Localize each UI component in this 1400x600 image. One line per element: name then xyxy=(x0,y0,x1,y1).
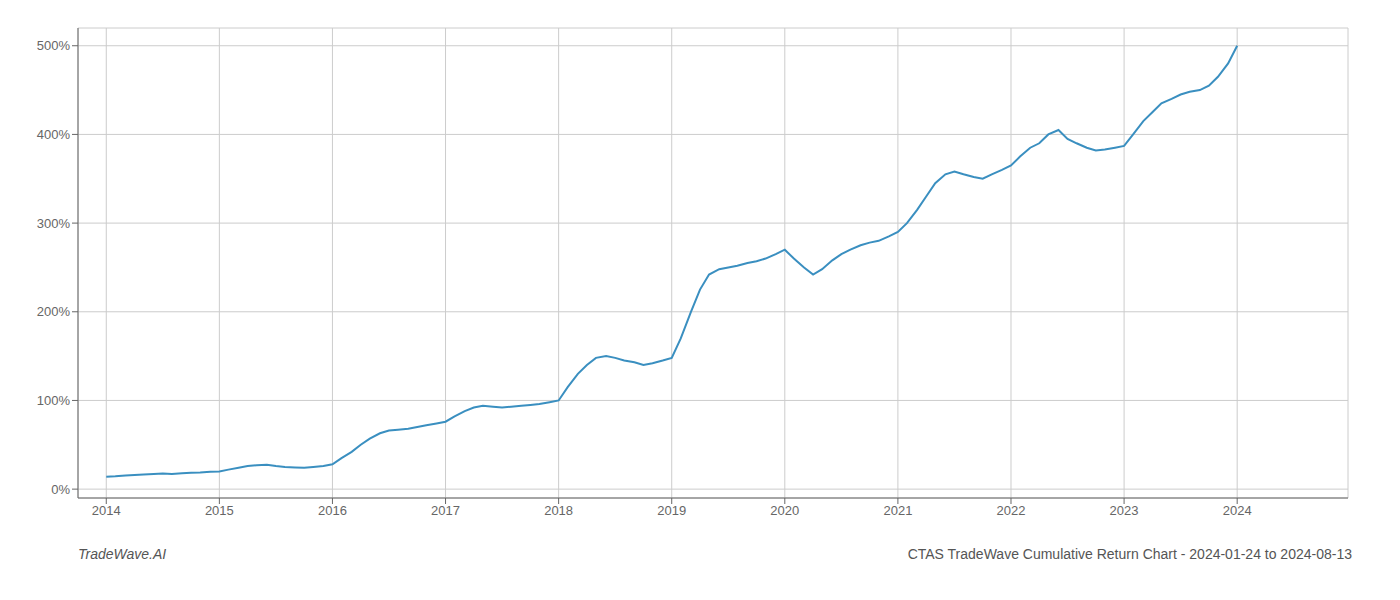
svg-text:2020: 2020 xyxy=(770,503,799,518)
svg-text:2017: 2017 xyxy=(431,503,460,518)
svg-text:200%: 200% xyxy=(37,304,71,319)
svg-text:100%: 100% xyxy=(37,393,71,408)
svg-text:2023: 2023 xyxy=(1110,503,1139,518)
svg-text:400%: 400% xyxy=(37,127,71,142)
html-text:TradeWave.AI: TradeWave.AI xyxy=(78,546,167,562)
svg-text:2019: 2019 xyxy=(657,503,686,518)
svg-text:500%: 500% xyxy=(37,38,71,53)
svg-text:2022: 2022 xyxy=(997,503,1026,518)
svg-text:300%: 300% xyxy=(37,216,71,231)
svg-text:2018: 2018 xyxy=(544,503,573,518)
svg-text:2015: 2015 xyxy=(205,503,234,518)
svg-text:2014: 2014 xyxy=(92,503,121,518)
svg-text:2021: 2021 xyxy=(883,503,912,518)
svg-text:2024: 2024 xyxy=(1223,503,1252,518)
svg-text:0%: 0% xyxy=(51,482,70,497)
svg-text:2016: 2016 xyxy=(318,503,347,518)
html-text:CTAS TradeWave Cumulative Retu: CTAS TradeWave Cumulative Return Chart -… xyxy=(907,546,1352,562)
